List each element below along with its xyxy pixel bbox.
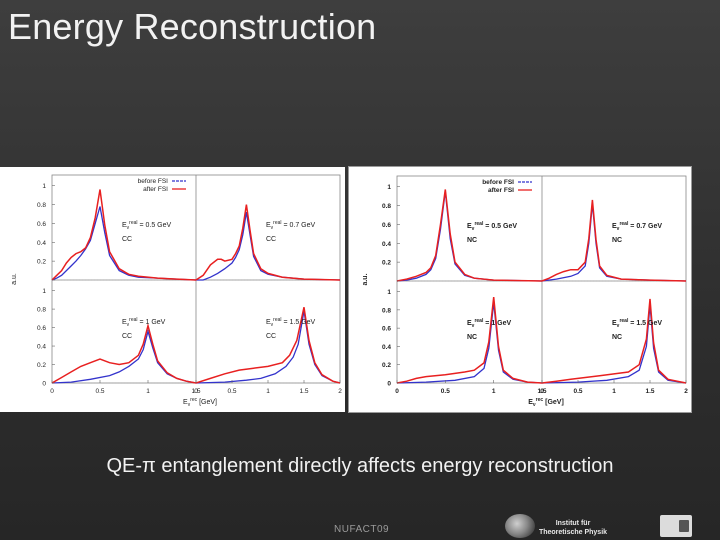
nc-xaxis-label: Eνrec [GeV]: [528, 397, 564, 408]
cc-ytick-label-lower-3: 0.4: [37, 344, 46, 351]
cc-top-left-after-fsi-line: [51, 189, 197, 281]
cc-ytick-label-upper-2: 0.6: [37, 221, 46, 228]
nc-ytick-label-upper-4: 0.2: [382, 260, 391, 267]
nc-xtick-label-7: 1.5: [645, 388, 654, 395]
cc-yaxis-label: a.u.: [11, 273, 18, 285]
nc-legend-label-1: after FSI: [488, 187, 514, 194]
cc-ytick-label-upper-4: 0.2: [37, 259, 46, 266]
cc-legend-label-1: after FSI: [143, 186, 168, 193]
institute-logo-line-1: Institut für: [555, 520, 591, 527]
cc-ytick-label-upper-0: 1: [42, 183, 46, 190]
cc-xaxis-label: Eνrec [GeV]: [183, 397, 217, 408]
nc-panel-top-right: Eνreal = 0.7 GeV NC: [541, 199, 687, 282]
slide-title: Energy Reconstruction: [8, 6, 377, 47]
nc-ytick-label-lower-4: 0.2: [382, 362, 391, 369]
institute-logo: Institut für Theoretische Physik: [528, 519, 618, 537]
cc-panel-bottom-left: Eνreal = 1 GeV CC: [51, 317, 197, 384]
cc-bottom-left-after-fsi-line: [51, 322, 197, 384]
cc-xtick-label-8: 2: [338, 388, 342, 395]
nc-bottom-right-after-fsi-line: [541, 298, 687, 384]
cc-xtick-label-1: 0.5: [95, 388, 104, 395]
nc-ytick-label-upper-2: 0.6: [382, 222, 391, 229]
institute-logo-line-2: Theoretische Physik: [538, 529, 608, 536]
nc-legend-label-0: before FSI: [482, 179, 514, 186]
cc-bottom-left-channel-label: CC: [122, 333, 132, 340]
nc-ytick-label-upper-3: 0.4: [382, 241, 391, 248]
nc-xtick-label-8: 2: [684, 388, 688, 395]
nc-top-left-channel-label: NC: [467, 237, 477, 244]
nc-ytick-label-lower-1: 0.8: [382, 307, 391, 314]
nc-bottom-right-before-fsi-line: [541, 305, 687, 384]
nc-xtick-label-2: 1: [492, 388, 496, 395]
nc-bottom-left-after-fsi-line: [396, 297, 543, 384]
nc-xtick-label-4: 0: [540, 388, 544, 395]
nc-bottom-right-ereal-label: Eνreal = 1.5 GeV: [612, 318, 662, 329]
nc-top-left-ereal-label: Eνreal = 0.5 GeV: [467, 221, 517, 232]
cc-xtick-label-6: 1: [266, 388, 270, 395]
cc-xtick-label-7: 1.5: [299, 388, 308, 395]
nc-xtick-label-1: 0.5: [441, 388, 450, 395]
footer-conference: NUFACT09: [334, 524, 390, 535]
cc-legend-label-0: before FSI: [138, 178, 169, 185]
nc-ytick-label-upper-0: 1: [387, 184, 391, 191]
nc-bottom-left-channel-label: NC: [467, 334, 477, 341]
nc-ytick-label-lower-5: 0: [387, 381, 391, 388]
cc-bottom-right-after-fsi-line: [195, 307, 341, 384]
nc-panel-top-left: Eνreal = 0.5 GeV NC: [396, 189, 543, 282]
cc-ytick-label-lower-0: 1: [42, 288, 46, 295]
nc-xtick-label-0: 0: [395, 388, 399, 395]
cc-xtick-label-4: 0: [194, 388, 198, 395]
cc-panel-top-right: Eνreal = 0.7 GeV CC: [195, 204, 341, 281]
nc-panel-bottom-left: Eνreal = 1 GeV NC: [396, 297, 543, 384]
nc-panel-bottom-right: Eνreal = 1.5 GeV NC: [541, 298, 687, 384]
institute-emblem-icon: [505, 514, 535, 538]
cc-ytick-label-lower-5: 0: [42, 381, 46, 388]
cc-top-left-ereal-label: Eνreal = 0.5 GeV: [122, 220, 172, 231]
cc-top-right-after-fsi-line: [195, 204, 341, 281]
cc-top-left-before-fsi-line: [51, 206, 197, 281]
cc-panel-top-left: Eνreal = 0.5 GeV CC: [51, 189, 197, 281]
cc-top-left-channel-label: CC: [122, 236, 132, 243]
nc-chart-panel: Eνreal = 0.5 GeV NC Eνreal = 0.7 GeV NC Eνre…: [349, 167, 691, 412]
cc-xtick-label-0: 0: [50, 388, 54, 395]
nc-xtick-label-5: 0.5: [573, 388, 582, 395]
cc-bottom-right-channel-label: CC: [266, 333, 276, 340]
nc-ytick-label-lower-3: 0.4: [382, 344, 391, 351]
nc-yaxis-label: a.u.: [362, 273, 369, 285]
cc-top-right-channel-label: CC: [266, 236, 276, 243]
cc-chart-panel: Eνreal = 0.5 GeV CC Eνreal = 0.7 GeV CC Eνre…: [0, 167, 345, 412]
nc-top-right-channel-label: NC: [612, 237, 622, 244]
slide-caption: QE-π entanglement directly affects energ…: [106, 455, 614, 477]
nc-ytick-label-lower-0: 1: [387, 289, 391, 296]
nc-ytick-label-lower-2: 0.6: [382, 326, 391, 333]
cc-xtick-label-2: 1: [146, 388, 150, 395]
nc-xtick-label-3: 1.5: [537, 388, 546, 395]
nc-bottom-right-channel-label: NC: [612, 334, 622, 341]
cc-ytick-label-lower-4: 0.2: [37, 362, 46, 369]
nc-top-right-ereal-label: Eνreal = 0.7 GeV: [612, 221, 662, 232]
cc-ytick-label-lower-2: 0.6: [37, 325, 46, 332]
cc-top-right-ereal-label: Eνreal = 0.7 GeV: [266, 220, 316, 231]
cc-xtick-label-5: 0.5: [227, 388, 236, 395]
nc-top-left-after-fsi-line: [396, 189, 543, 282]
cc-bottom-right-ereal-label: Eνreal = 1.5 GeV: [266, 317, 316, 328]
cc-ytick-label-upper-3: 0.4: [37, 240, 46, 247]
nc-top-right-after-fsi-line: [541, 199, 687, 282]
cc-ytick-label-upper-1: 0.8: [37, 202, 46, 209]
cc-bottom-left-ereal-label: Eνreal = 1 GeV: [122, 317, 166, 328]
cc-panel-bottom-right: Eνreal = 1.5 GeV CC: [195, 307, 341, 384]
cc-xtick-label-3: 1.5: [191, 388, 200, 395]
university-logo-icon: [660, 515, 692, 537]
nc-bottom-left-ereal-label: Eνreal = 1 GeV: [467, 318, 512, 329]
cc-ytick-label-lower-1: 0.8: [37, 307, 46, 314]
nc-xtick-label-6: 1: [612, 388, 616, 395]
nc-ytick-label-upper-1: 0.8: [382, 203, 391, 210]
